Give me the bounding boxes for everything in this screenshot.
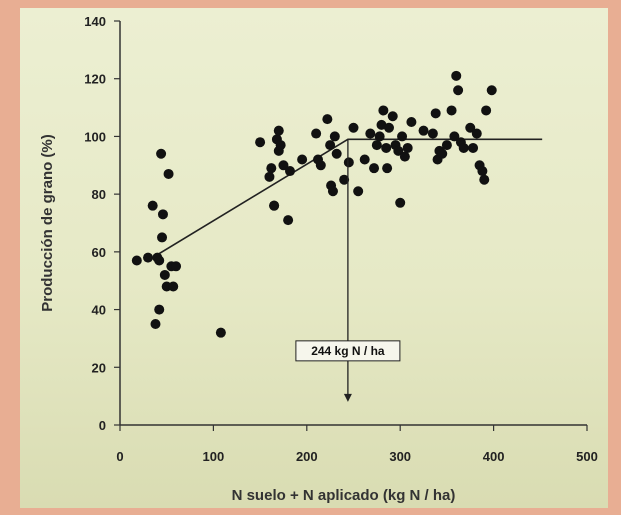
data-point [343,157,354,168]
data-point [393,145,404,156]
fit-line-group [156,138,543,256]
data-point [325,140,336,151]
data-point [215,327,226,338]
data-point [378,105,389,116]
data-point [458,142,469,153]
data-point [446,105,457,116]
data-point [406,117,417,127]
data-point [437,148,448,159]
data-point [255,137,266,148]
data-point [397,131,408,142]
data-point [269,200,280,211]
data-point [399,151,410,162]
data-point [159,269,170,280]
data-point [284,166,295,177]
data-point [339,174,350,185]
y-tick-label: 60 [92,245,106,260]
data-point [131,255,142,266]
data-point [383,122,394,133]
data-point [371,140,382,151]
data-point [147,200,158,211]
x-axis-title: N suelo + N aplicado (kg N / ha) [232,487,456,504]
data-point [331,148,342,159]
data-point [168,281,179,292]
y-tick-label: 120 [84,72,106,87]
data-point [322,114,333,125]
annotation: 244 kg N / ha [295,139,401,402]
y-tick-label: 0 [99,418,106,433]
data-point [143,252,154,263]
data-point [278,160,289,171]
y-tick-label: 140 [84,14,106,29]
data-point [275,140,286,151]
x-tick-label: 0 [116,449,123,464]
data-point [157,209,168,220]
data-point [418,125,429,136]
data-point [486,85,497,96]
data-point [387,111,398,122]
data-point [353,186,364,197]
data-point [381,142,392,153]
data-point [427,128,438,139]
data-points [131,70,497,338]
y-tick-label: 80 [92,187,106,202]
data-point [266,163,277,174]
data-point [481,105,492,116]
data-point [264,171,275,182]
data-point [374,131,385,142]
data-point [315,160,326,171]
annotation-arrow-head [343,393,352,402]
data-point [171,261,182,272]
data-point [402,142,413,153]
data-point [154,304,165,315]
data-point [449,131,460,142]
data-point [311,128,322,139]
annotation-box [295,340,401,362]
data-point [150,319,161,329]
x-tick-label: 300 [389,449,411,464]
ticks: 0 20 40 60 80 100 120 140 0 100 200 300 400 500 [84,14,598,464]
data-point [369,163,380,174]
x-tick-label: 500 [576,449,598,464]
data-point [441,140,452,151]
data-point [382,163,393,174]
y-tick-label: 100 [84,129,106,144]
data-point [359,154,370,165]
data-point [395,197,406,208]
x-tick-label: 100 [203,449,225,464]
data-point [157,232,168,243]
data-point [348,122,359,133]
data-point [156,148,167,159]
data-point [479,174,490,185]
data-point [471,128,482,139]
y-tick-label: 40 [92,303,106,318]
data-point [365,128,376,139]
data-point [163,168,174,179]
data-point [453,85,464,96]
data-point [154,255,165,266]
data-point [477,166,488,177]
data-point [283,215,294,226]
data-point [273,125,284,136]
x-tick-label: 400 [483,449,505,464]
fit-line [156,138,543,256]
data-point [468,142,479,153]
data-point [297,154,308,165]
data-point [327,186,338,197]
x-tick-label: 200 [296,449,318,464]
y-tick-label: 20 [92,360,106,375]
annotation-label: 244 kg N / ha [311,344,385,358]
data-point [451,70,462,81]
data-point [329,131,340,142]
data-point [430,108,441,119]
data-point [465,122,476,133]
axes [119,21,587,426]
y-axis-title: Producción de grano (%) [39,134,56,312]
